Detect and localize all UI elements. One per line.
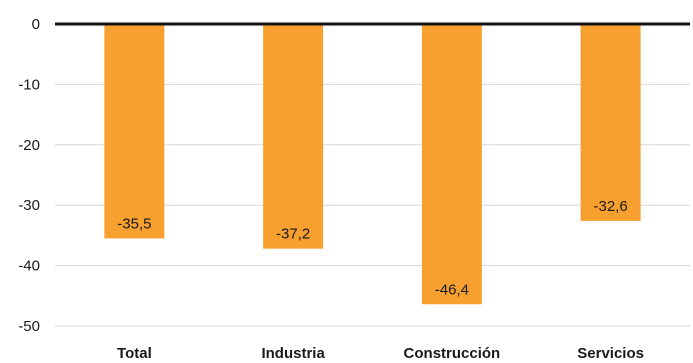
y-tick-label: -50 [18, 318, 40, 335]
bar [421, 24, 482, 305]
y-tick-label: -40 [18, 258, 40, 275]
data-labels: -35,5 -37,2 -46,4 -32,6 [117, 198, 627, 298]
y-tick-label: -10 [18, 76, 40, 93]
data-label: -46,4 [435, 281, 469, 298]
bar [104, 24, 165, 239]
bars [104, 24, 641, 305]
x-axis-category-labels: Total Industria Construcción Servicios [117, 345, 644, 362]
y-tick-label: -30 [18, 197, 40, 214]
y-tick-label: -20 [18, 137, 40, 154]
category-label: Total [117, 345, 152, 362]
bar [263, 24, 324, 249]
category-label: Construcción [404, 345, 501, 362]
data-label: -37,2 [276, 226, 310, 243]
data-label: -35,5 [117, 215, 151, 232]
category-label: Servicios [577, 345, 644, 362]
bar [580, 24, 641, 221]
y-tick-label: 0 [32, 16, 40, 33]
category-label: Industria [261, 345, 325, 362]
data-label: -32,6 [594, 198, 628, 215]
y-axis-tick-labels: 0 -10 -20 -30 -40 -50 [18, 16, 40, 335]
